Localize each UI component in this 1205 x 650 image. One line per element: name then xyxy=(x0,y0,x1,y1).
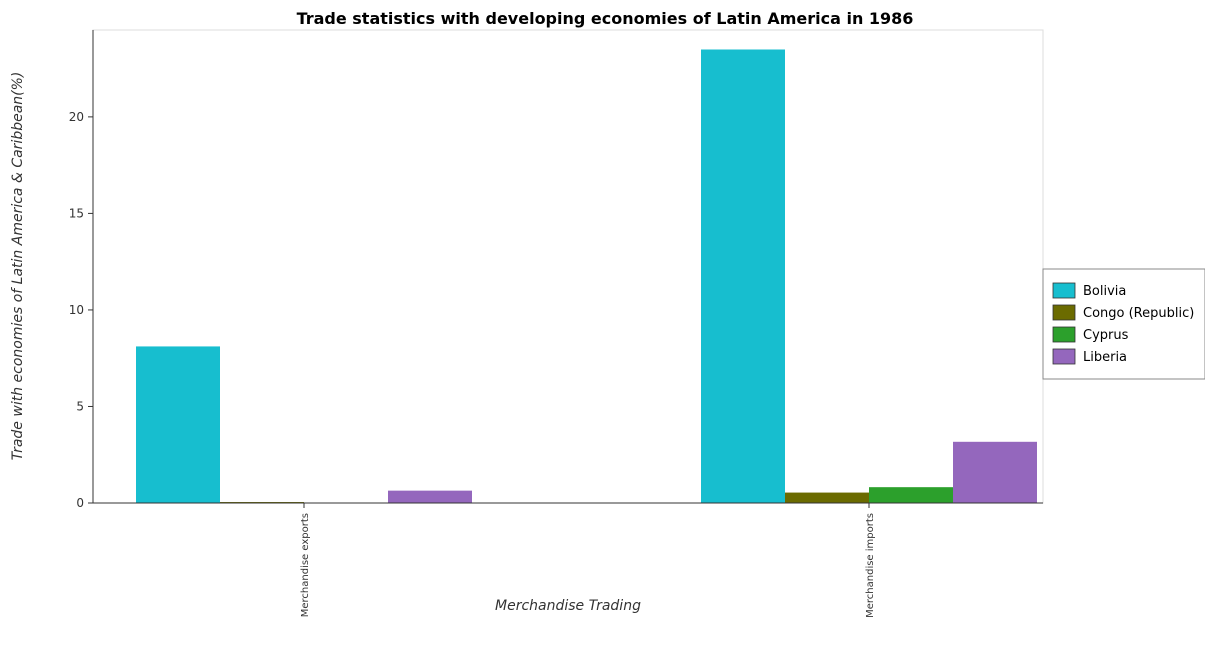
chart-title: Trade statistics with developing economi… xyxy=(297,9,914,28)
y-axis-label: Trade with economies of Latin America & … xyxy=(10,72,26,461)
y-tick-label: 15 xyxy=(69,206,84,220)
legend-label: Bolivia xyxy=(1083,284,1126,299)
legend-swatch xyxy=(1052,348,1076,365)
x-axis-label: Merchandise Trading xyxy=(495,598,641,614)
legend: Bolivia Congo (Republic) Cyprus Liberia xyxy=(1042,268,1205,380)
y-tick-label: 10 xyxy=(69,303,84,317)
y-tick-label: 0 xyxy=(76,496,84,510)
bar-cyprus-1 xyxy=(869,487,953,503)
legend-swatch xyxy=(1052,304,1076,321)
plot-area xyxy=(92,29,1044,504)
legend-swatch xyxy=(1052,326,1076,343)
bar-bolivia-1 xyxy=(701,49,785,504)
legend-label: Liberia xyxy=(1083,350,1127,365)
y-tick-label: 20 xyxy=(69,110,84,124)
x-tick-label: Merchandise imports xyxy=(865,513,876,618)
bars-group xyxy=(136,49,1037,504)
bar-liberia-1 xyxy=(953,441,1037,503)
y-axis: 0 5 10 15 20 xyxy=(69,30,94,510)
x-axis: Merchandise exports Merchandise imports xyxy=(93,502,1043,618)
legend-swatch xyxy=(1052,282,1076,299)
bar-congo-republic-1 xyxy=(785,492,869,503)
x-tick-label: Merchandise exports xyxy=(300,513,311,617)
bar-liberia-0 xyxy=(388,490,472,503)
y-tick-label: 5 xyxy=(76,399,84,413)
bar-bolivia-0 xyxy=(136,346,220,503)
legend-label: Cyprus xyxy=(1083,328,1129,343)
legend-label: Congo (Republic) xyxy=(1083,306,1194,321)
